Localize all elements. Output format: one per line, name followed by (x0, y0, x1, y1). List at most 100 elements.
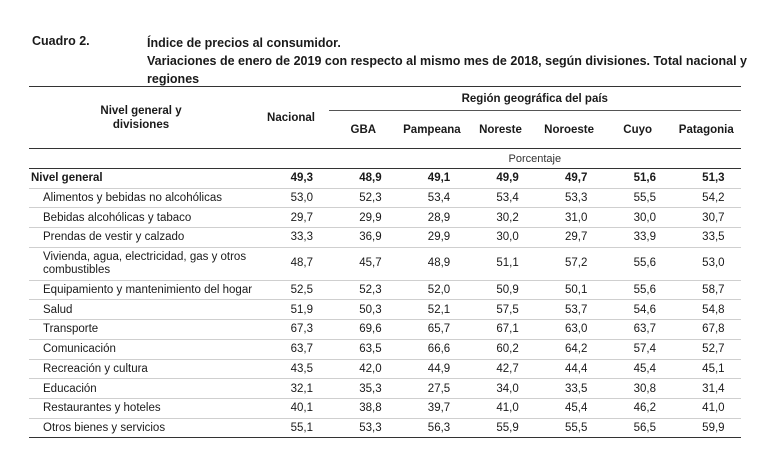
row-value: 58,7 (671, 280, 741, 301)
row-value: 69,6 (329, 319, 398, 340)
row-value: 51,6 (603, 168, 672, 189)
row-value: 51,1 (466, 247, 535, 281)
row-value: 45,1 (671, 359, 741, 380)
row-value: 51,9 (253, 299, 329, 321)
row-value: 38,8 (329, 398, 398, 419)
table-title-line-1: Índice de precios al consumidor. (147, 36, 341, 50)
row-value: 50,3 (329, 299, 398, 321)
table-row: Alimentos y bebidas no alcohólicas 53,0 52… (29, 188, 741, 209)
row-value: 29,7 (534, 227, 604, 248)
row-value: 53,3 (329, 418, 398, 439)
row-value: 33,5 (534, 378, 604, 399)
row-value: 44,9 (397, 359, 467, 380)
row-value: 51,3 (671, 168, 741, 189)
row-value: 45,4 (534, 398, 604, 419)
table-number: Cuadro 2. (32, 34, 90, 48)
row-value: 60,2 (466, 339, 535, 360)
row-value: 29,9 (329, 207, 398, 229)
row-value: 29,7 (253, 207, 329, 229)
header-region-cuyo: Cuyo (603, 110, 672, 149)
row-value: 52,5 (253, 280, 329, 301)
row-value: 66,6 (397, 339, 467, 360)
row-value: 52,3 (329, 280, 398, 301)
row-value: 65,7 (397, 319, 467, 340)
unit-spacer (29, 149, 253, 169)
row-value: 42,0 (329, 359, 398, 380)
row-value: 57,5 (466, 299, 535, 321)
table-title-line-2: Variaciones de enero de 2019 con respect… (147, 54, 748, 86)
row-value: 55,9 (466, 418, 535, 439)
row-value: 49,3 (253, 168, 329, 189)
row-value: 55,6 (603, 280, 672, 301)
row-value: 59,9 (671, 418, 741, 439)
row-value: 42,7 (466, 359, 535, 380)
table-title: Índice de precios al consumidor. Variaci… (147, 34, 770, 88)
row-value: 55,1 (253, 418, 329, 439)
row-value: 52,7 (671, 339, 741, 360)
row-value: 57,4 (603, 339, 672, 360)
row-value: 45,4 (603, 359, 672, 380)
table-row: Otros bienes y servicios 55,1 53,3 56,3 55,9… (29, 418, 741, 439)
row-value: 55,5 (534, 418, 604, 439)
row-value: 48,9 (397, 247, 467, 281)
row-value: 30,0 (466, 227, 535, 248)
row-value: 40,1 (253, 398, 329, 419)
row-label: Recreación y cultura (29, 359, 253, 380)
row-value: 45,7 (329, 247, 398, 281)
row-value: 34,0 (466, 378, 535, 399)
row-value: 54,6 (603, 299, 672, 321)
row-value: 32,1 (253, 378, 329, 399)
row-value: 63,5 (329, 339, 398, 360)
row-value: 54,2 (671, 188, 741, 209)
header-level-line-1: Nivel general y (100, 104, 182, 117)
row-value: 56,5 (603, 418, 672, 439)
row-value: 49,1 (397, 168, 467, 189)
row-value: 50,9 (466, 280, 535, 301)
header-region-noroeste: Noroeste (534, 110, 604, 149)
row-label: Bebidas alcohólicas y tabaco (29, 207, 253, 229)
row-value: 48,7 (253, 247, 329, 281)
row-value: 53,3 (534, 188, 604, 209)
row-value: 53,7 (534, 299, 604, 321)
row-value: 31,4 (671, 378, 741, 399)
row-value: 63,7 (603, 319, 672, 340)
unit-spacer (253, 149, 329, 169)
row-value: 41,0 (671, 398, 741, 419)
row-value: 49,7 (534, 168, 604, 189)
row-value: 50,1 (534, 280, 604, 301)
table-row-general: Nivel general 49,3 48,9 49,1 49,9 49,7 51,6 51,… (29, 168, 741, 189)
row-value: 39,7 (397, 398, 467, 419)
row-label: Restaurantes y hoteles (29, 398, 253, 419)
row-label: Alimentos y bebidas no alcohólicas (29, 188, 253, 209)
row-label: Equipamiento y mantenimiento del hogar (29, 280, 253, 301)
row-value: 36,9 (329, 227, 398, 248)
row-value: 41,0 (466, 398, 535, 419)
row-value: 53,4 (397, 188, 467, 209)
header-level-line-2: divisiones (112, 118, 170, 131)
row-value: 43,5 (253, 359, 329, 380)
table-row: Comunicación 63,7 63,5 66,6 60,2 64,2 57,4 52,7 (29, 339, 741, 360)
row-label: Nivel general (29, 168, 253, 189)
row-value: 53,0 (671, 247, 741, 281)
table-row: Vivienda, agua, electricidad, gas y otro… (29, 247, 741, 281)
row-label: Comunicación (29, 339, 253, 360)
row-value: 55,5 (603, 188, 672, 209)
row-value: 67,8 (671, 319, 741, 340)
table-body: Nivel general 49,3 48,9 49,1 49,9 49,7 51,6 51,… (29, 168, 741, 439)
cpi-table: Nivel general y divisiones Nacional Regi… (29, 86, 741, 439)
table-row: Transporte 67,3 69,6 65,7 67,1 63,0 63,7 67,8 (29, 319, 741, 340)
row-value: 30,2 (466, 207, 535, 229)
row-value: 49,9 (466, 168, 535, 189)
row-value: 27,5 (397, 378, 467, 399)
table-row: Salud 51,9 50,3 52,1 57,5 53,7 54,6 54,8 (29, 299, 741, 321)
row-value: 30,0 (603, 207, 672, 229)
row-value: 44,4 (534, 359, 604, 380)
row-value: 48,9 (329, 168, 398, 189)
row-value: 54,8 (671, 299, 741, 321)
row-label: Vivienda, agua, electricidad, gas y otro… (29, 247, 253, 281)
row-value: 33,9 (603, 227, 672, 248)
row-value: 52,0 (397, 280, 467, 301)
row-value: 29,9 (397, 227, 467, 248)
table-row: Equipamiento y mantenimiento del hogar 52… (29, 280, 741, 301)
row-label: Prendas de vestir y calzado (29, 227, 253, 248)
